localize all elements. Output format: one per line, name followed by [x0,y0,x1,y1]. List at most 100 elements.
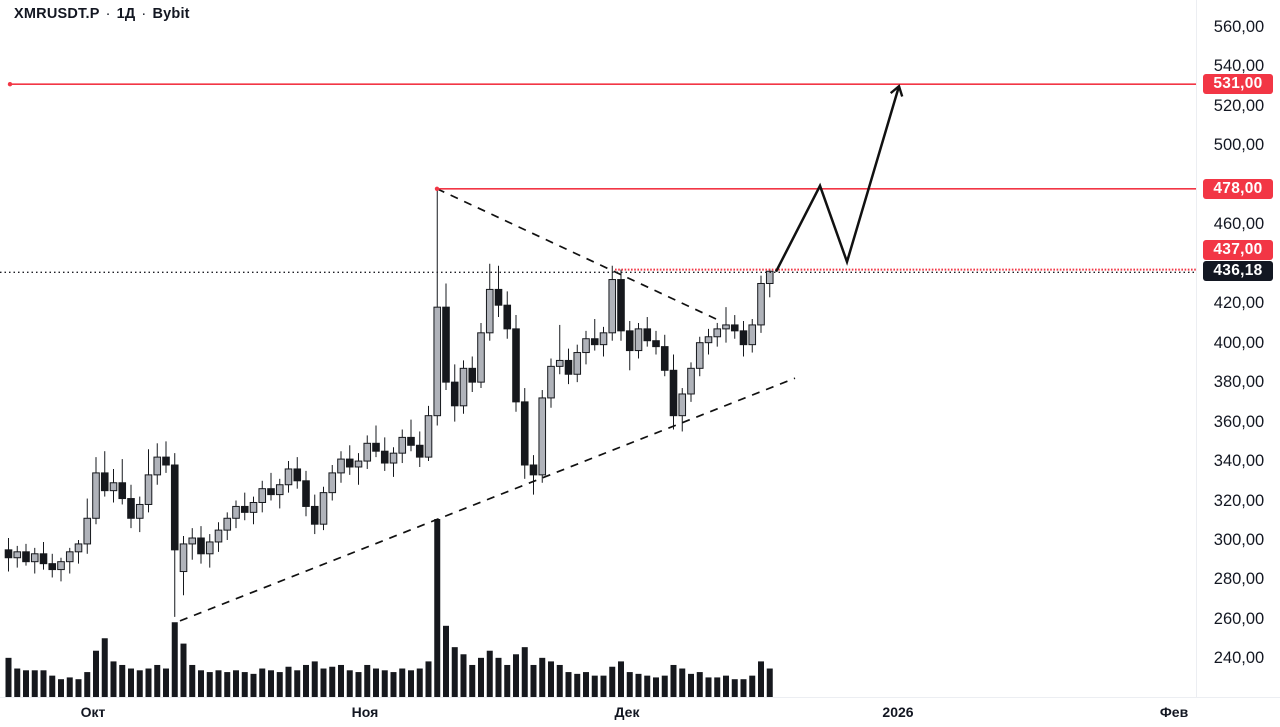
candle-up [599,332,608,346]
volume-bar [696,672,703,697]
price-tick-label: 380,00 [1213,373,1265,392]
candle-down [293,468,302,482]
candle-up [205,541,214,555]
candle-down [643,328,652,342]
candle-down [267,488,275,496]
volume-bar [215,670,222,697]
level-lines[interactable] [7,82,1196,271]
symbol-name[interactable]: XMRUSDT.P [14,6,100,22]
plot-area[interactable] [0,0,1196,697]
price-tick-label: 280,00 [1213,570,1265,589]
volume-bar [530,664,537,697]
volume-bar [224,672,231,697]
candle-down [372,442,380,452]
price-tick-label: 360,00 [1213,412,1265,431]
volume-bar [513,654,519,697]
candle-up [678,393,687,417]
candle-up [153,456,162,476]
volume-bar [469,664,476,697]
candle-up [608,279,617,334]
candle-down [162,456,170,466]
volume-bar [460,654,467,697]
candle-down [669,369,678,417]
candle-up [232,505,240,519]
price-tick-label: 420,00 [1213,294,1265,313]
candle-up [319,492,328,525]
volume-bar [145,668,152,697]
volume-bar [688,673,694,697]
candle-up [144,474,153,505]
exchange-label[interactable]: Bybit [152,6,190,22]
candle-up [634,328,643,352]
volume-bar [556,664,563,697]
level-anchor[interactable] [7,82,13,87]
candle-down [590,338,599,346]
candle-up [83,517,92,545]
candle-down [529,464,538,476]
candle-down [442,306,450,383]
candle-up [704,336,713,344]
candle-up [13,551,22,559]
time-tick-label: 2026 [882,704,914,720]
trendline-descending-resistance[interactable] [436,188,717,320]
price-tick-label: 240,00 [1213,649,1265,668]
candle-up [328,472,337,494]
projection-arrow[interactable] [774,84,904,273]
volume-bars [5,519,773,697]
volume-bar [434,519,441,697]
candle-up [223,517,232,531]
volume-bar [364,664,371,697]
volume-bar [198,670,204,697]
price-tick-label: 460,00 [1213,215,1265,234]
interval-label[interactable]: 1Д [116,6,136,22]
volume-bar [548,661,554,697]
candle-up [258,488,267,503]
volume-bar [49,675,56,697]
candle-up [748,324,757,346]
candle-down [170,464,179,551]
trendline-ascending-support[interactable] [179,377,796,622]
price-tick-label: 300,00 [1213,530,1265,549]
candle-down [450,381,459,407]
volume-bar [250,673,257,697]
last-price-badge: 436,18 [1203,261,1273,282]
candle-down [730,324,739,332]
volume-bar [740,679,747,697]
price-tick-label: 320,00 [1213,491,1265,510]
time-tick-label: Ноя [351,704,379,720]
volume-bar [504,664,511,697]
volume-bar [731,679,738,697]
trendlines[interactable] [179,188,796,622]
volume-bar [679,668,686,697]
candle-down [468,367,477,383]
volume-bar [233,670,239,697]
volume-bar [84,672,91,697]
volume-bar [31,670,38,697]
candle-up [65,551,74,563]
price-tick-label: 540,00 [1213,57,1265,76]
price-tick-label: 500,00 [1213,136,1265,155]
plot-svg [0,82,1196,697]
candle-up [582,338,590,354]
time-axis[interactable]: Окт Ноя Дек 2026 Фев [0,697,1280,727]
candle-down [48,563,57,571]
level-badge-531,00: 531,00 [1203,74,1273,95]
candle-up [57,561,65,571]
price-axis[interactable]: 560,00 540,00 520,00 500,00 460,00 420,00 400,… [1196,0,1280,697]
level-anchor[interactable] [434,186,440,191]
candle-down [415,444,424,458]
candle-up [179,543,188,573]
volume-bar [373,668,379,697]
volume-bar [749,675,756,697]
candle-down [652,340,660,348]
candle-up [74,543,83,553]
candle-down [512,328,520,403]
volume-bar [766,668,773,697]
projection-arrow-path[interactable] [774,84,904,273]
candle-down [302,480,310,507]
candle-up [398,436,407,454]
volume-bar [180,643,187,697]
volume-bar [451,647,458,697]
level-badge-478,00: 478,00 [1203,178,1273,199]
